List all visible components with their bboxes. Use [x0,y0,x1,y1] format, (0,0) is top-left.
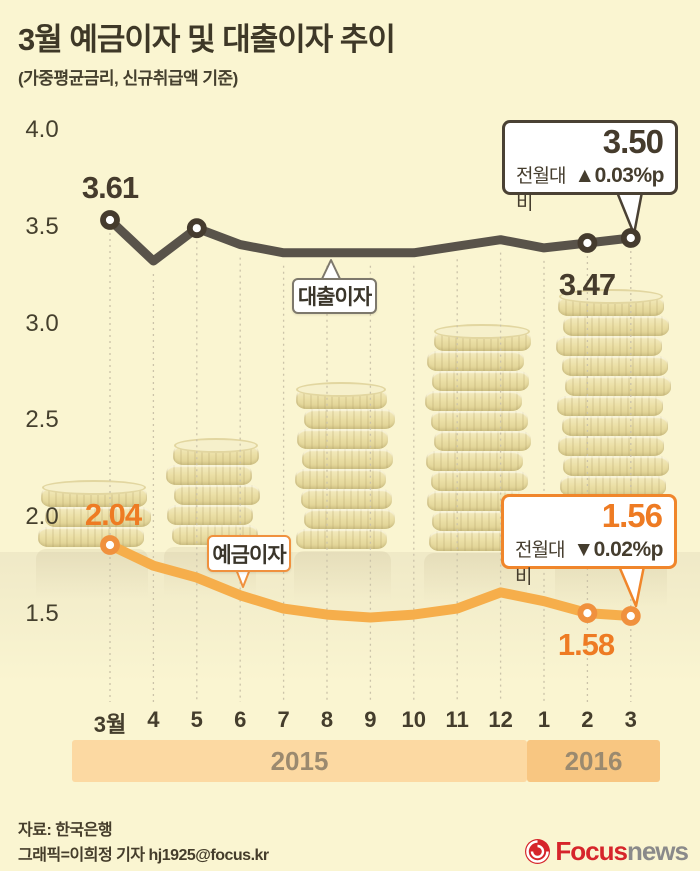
year-band-2015: 2015 [72,740,527,782]
coin [296,429,388,449]
year-band-2015-label: 2015 [270,745,329,776]
logo-text-news: news [626,836,689,866]
y-tick-2.0: 2.0 [25,503,59,530]
coin [558,289,664,316]
coin [45,507,151,527]
coin [426,491,524,511]
x-label-13: 3 [624,707,637,732]
coin [563,456,669,476]
deposit-series-tag: 예금이자 [207,535,291,572]
coin [558,436,664,456]
deposit-callout-value: 1.56 [601,497,663,534]
coin [173,438,259,465]
coin-top-face [42,480,146,495]
coin-top-face [559,289,663,304]
source-note: 자료: 한국은행 [18,822,113,839]
coin [430,411,528,431]
focusnews-logo: Focus news [524,836,689,867]
coin [557,396,663,416]
coin-top-face [173,438,259,453]
loan-prev-value: 3.47 [558,267,616,302]
coin-stack-3 [294,382,401,549]
y-tick-3.5: 3.5 [25,213,59,240]
floor-sheen [0,552,700,697]
deposit-start-value: 2.04 [84,497,142,532]
coin [560,476,666,496]
coin [556,336,662,356]
coin [430,471,528,491]
coin-stack-2 [164,438,266,545]
coin [563,316,669,336]
loan-callout-delta: ▲0.03%p [574,164,664,187]
coin [166,465,252,485]
y-tick-3.0: 3.0 [25,310,59,337]
coin [294,469,386,489]
focusnews-swirl-icon [525,839,551,864]
coin-reflection [293,551,391,613]
x-label-1: 3월 [93,712,127,737]
x-label-12: 2 [581,707,594,732]
coin [426,351,524,371]
loan-callout-compare-label: 전월대비 [516,166,566,214]
coin [425,451,523,471]
deposit-callout: 1.56 전월대비 ▼0.02%p [501,494,677,588]
y-tick-4.0: 4.0 [25,116,59,143]
x-label-9: 11 [445,707,469,732]
loan-callout-value: 3.50 [602,123,664,160]
coin [300,489,392,509]
x-label-8: 10 [401,707,427,732]
x-label-7: 9 [364,707,377,732]
coin [433,324,531,351]
coin [303,409,395,429]
loan-callout: 3.50 전월대비 ▲0.03%p [502,120,678,214]
coin [424,391,522,411]
deposit-callout-delta: ▼0.02%p [573,538,663,561]
coin-top-face [434,324,530,339]
credit-note: 그래픽=이희정 기자 hj1925@focus.kr [18,847,269,864]
loan-start-value: 3.61 [81,170,139,205]
coin-stack-1 [36,480,158,547]
page-title: 3월 예금이자 및 대출이자 추이 [18,22,396,57]
deposit-callout-compare-label: 전월대비 [515,540,565,588]
coin [295,382,387,409]
deposit-prev-value: 1.58 [557,627,615,662]
coin [431,371,529,391]
coin [565,376,671,396]
coin [562,356,668,376]
logo-text-focus: Focus [555,836,628,866]
page-subtitle: (가중평균금리, 신규취급액 기준) [18,69,238,88]
coin [295,529,387,549]
coin [303,509,395,529]
x-label-10: 12 [488,707,513,732]
coin [562,416,668,436]
y-tick-1.5: 1.5 [25,600,59,627]
x-label-6: 8 [320,707,334,732]
x-label-4: 6 [234,707,247,732]
coin [167,505,253,525]
y-tick-2.5: 2.5 [25,406,59,433]
year-band-2016-label: 2016 [564,745,623,776]
coin [174,485,260,505]
x-label-2: 4 [147,707,160,732]
x-label-3: 5 [190,707,203,732]
x-label-5: 7 [277,707,290,732]
coin-top-face [296,382,386,397]
loan-series-tag: 대출이자 [292,278,377,314]
year-band-2016: 2016 [527,740,660,782]
x-label-11: 1 [537,707,551,732]
coin [41,480,147,507]
